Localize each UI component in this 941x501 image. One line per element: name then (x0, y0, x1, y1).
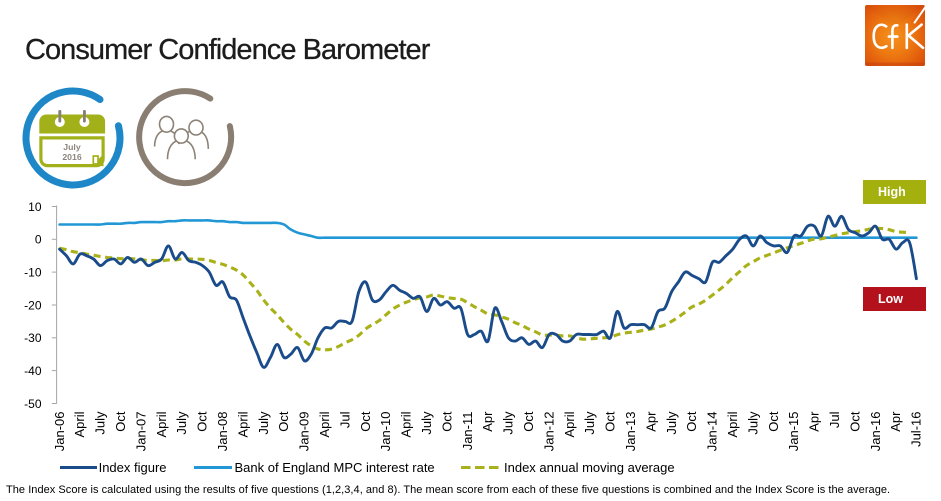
svg-text:-50: -50 (24, 397, 42, 411)
svg-text:Jan-10: Jan-10 (378, 412, 393, 452)
svg-text:Jan-13: Jan-13 (623, 412, 638, 452)
svg-text:July: July (256, 411, 271, 435)
svg-text:April: April (72, 411, 87, 437)
svg-text:Oct: Oct (766, 411, 781, 432)
svg-text:Oct: Oct (358, 411, 373, 432)
svg-text:April: April (399, 411, 414, 437)
svg-text:-30: -30 (24, 331, 42, 345)
svg-text:July: July (93, 411, 108, 435)
svg-text:Jul-16: Jul-16 (909, 412, 924, 447)
svg-text:July: July (745, 411, 760, 435)
svg-text:April: April (725, 411, 740, 437)
svg-text:July: July (63, 142, 81, 152)
svg-text:Jul: Jul (337, 411, 352, 428)
svg-text:Jan-06: Jan-06 (52, 412, 67, 452)
svg-text:Apr: Apr (480, 411, 495, 432)
svg-text:-40: -40 (24, 364, 42, 378)
svg-text:July: July (419, 411, 434, 435)
svg-text:July: July (664, 411, 679, 435)
svg-text:Oct: Oct (113, 411, 128, 432)
svg-text:Oct: Oct (521, 411, 536, 432)
svg-text:Jan-14: Jan-14 (705, 412, 720, 452)
svg-text:Apr: Apr (888, 411, 903, 432)
svg-text:Oct: Oct (276, 411, 291, 432)
svg-text:April: April (235, 411, 250, 437)
svg-text:Jan-07: Jan-07 (133, 412, 148, 452)
svg-text:July: July (174, 411, 189, 435)
svg-text:Oct: Oct (847, 411, 862, 432)
svg-text:Jan-08: Jan-08 (215, 412, 230, 452)
svg-text:Apr: Apr (643, 411, 658, 432)
svg-text:-20: -20 (24, 298, 42, 312)
svg-text:-10: -10 (24, 265, 42, 279)
svg-text:April: April (317, 411, 332, 437)
svg-text:10: 10 (28, 200, 42, 214)
svg-text:Jan-12: Jan-12 (541, 412, 556, 452)
svg-text:Jul: Jul (827, 411, 842, 428)
svg-text:Jan-09: Jan-09 (297, 412, 312, 452)
svg-text:0: 0 (35, 233, 42, 247)
svg-text:Apr: Apr (807, 411, 822, 432)
svg-text:April: April (154, 411, 169, 437)
svg-text:Oct: Oct (439, 411, 454, 432)
svg-text:July: July (582, 411, 597, 435)
svg-text:Jan-11: Jan-11 (460, 412, 475, 451)
svg-text:Jan-16: Jan-16 (868, 412, 883, 452)
svg-text:Jan-15: Jan-15 (786, 412, 801, 452)
svg-text:Oct: Oct (684, 411, 699, 432)
svg-text:Oct: Oct (195, 411, 210, 432)
svg-text:April: April (562, 411, 577, 437)
svg-text:Oct: Oct (603, 411, 618, 432)
svg-text:2016: 2016 (62, 152, 81, 162)
svg-text:July: July (501, 411, 516, 435)
